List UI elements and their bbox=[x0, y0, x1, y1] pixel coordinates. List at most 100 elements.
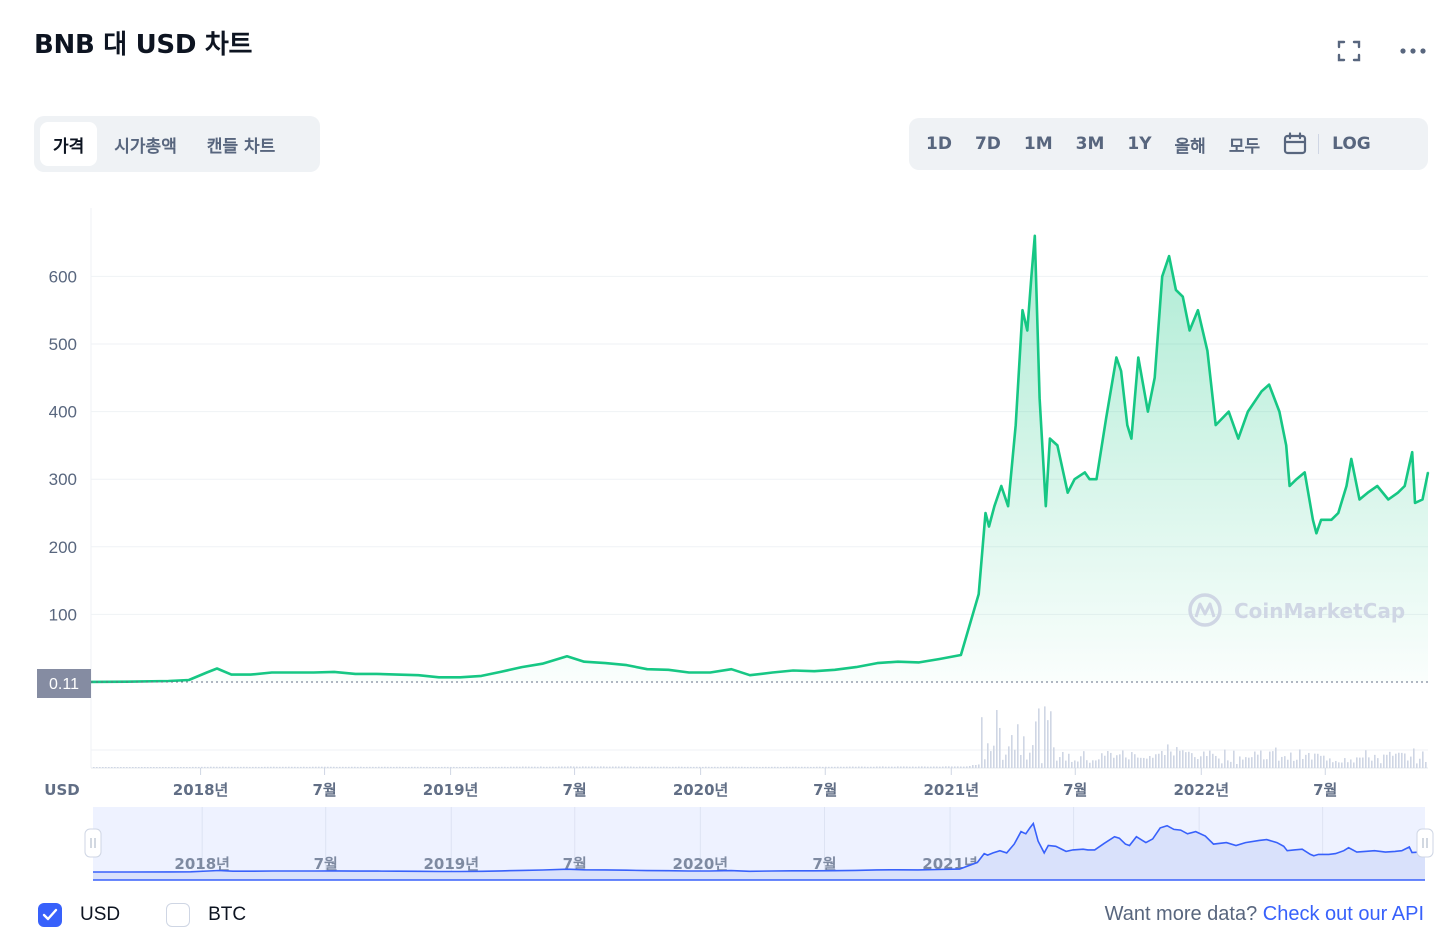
more-icon[interactable] bbox=[1398, 36, 1428, 66]
price-point bbox=[1049, 437, 1051, 440]
volume-bar bbox=[609, 766, 611, 768]
volume-bar bbox=[981, 717, 983, 768]
volume-bar bbox=[282, 766, 284, 768]
volume-bar bbox=[675, 766, 677, 768]
volume-bar bbox=[381, 766, 383, 768]
price-marker-label: 0.11 bbox=[49, 676, 79, 693]
price-point bbox=[1414, 502, 1416, 504]
volume-bar bbox=[915, 766, 917, 768]
volume-bar bbox=[1254, 751, 1256, 768]
range-7d[interactable]: 7D bbox=[974, 134, 1001, 154]
volume-bar bbox=[1113, 757, 1115, 768]
volume-bar bbox=[441, 766, 443, 768]
volume-bar bbox=[246, 766, 248, 768]
volume-bar bbox=[1404, 753, 1406, 768]
range-1m[interactable]: 1M bbox=[1023, 134, 1053, 154]
volume-bar bbox=[795, 766, 797, 768]
volume-bar bbox=[720, 766, 722, 768]
price-point bbox=[771, 671, 774, 674]
volume-bar bbox=[138, 766, 140, 768]
volume-bar bbox=[1098, 759, 1100, 768]
fullscreen-icon[interactable] bbox=[1334, 36, 1364, 66]
volume-bar bbox=[402, 766, 404, 768]
volume-bar bbox=[1128, 759, 1130, 768]
calendar-icon[interactable] bbox=[1280, 129, 1310, 159]
volume-bar bbox=[972, 765, 974, 768]
volume-bar bbox=[1299, 749, 1301, 768]
price-point bbox=[646, 668, 648, 670]
volume-bar bbox=[885, 766, 887, 768]
volume-bar bbox=[963, 766, 965, 768]
btc-checkbox[interactable] bbox=[166, 903, 191, 927]
check-icon bbox=[42, 908, 58, 921]
volume-bar bbox=[630, 766, 632, 768]
volume-bar bbox=[681, 766, 683, 768]
volume-bar bbox=[801, 766, 803, 768]
price-point bbox=[1066, 491, 1069, 494]
volume-bar bbox=[1308, 752, 1310, 768]
volume-bar bbox=[468, 766, 470, 768]
navigator-left-handle[interactable] bbox=[84, 828, 102, 858]
navigator-right-handle[interactable] bbox=[1416, 828, 1434, 858]
tab-candle-chart[interactable]: 캔들 차트 bbox=[206, 136, 276, 157]
volume-bar bbox=[1407, 760, 1409, 768]
volume-bar bbox=[153, 766, 155, 768]
api-link[interactable]: Check out our API bbox=[1262, 903, 1424, 925]
range-3m[interactable]: 3M bbox=[1075, 134, 1105, 154]
range-1d[interactable]: 1D bbox=[926, 134, 952, 154]
volume-bar bbox=[105, 766, 107, 768]
volume-bar bbox=[783, 766, 785, 768]
volume-bar bbox=[1317, 753, 1319, 768]
price-point bbox=[1358, 498, 1361, 501]
volume-bar bbox=[1131, 752, 1133, 768]
volume-bar bbox=[183, 766, 185, 768]
volume-bar bbox=[387, 766, 389, 768]
volume-bar bbox=[1218, 758, 1220, 768]
volume-bar bbox=[492, 766, 494, 768]
range-ytd[interactable]: 올해 bbox=[1174, 136, 1206, 157]
volume-bar bbox=[954, 766, 956, 768]
tab-market-cap[interactable]: 시가총액 bbox=[114, 136, 177, 157]
volume-bar bbox=[1203, 751, 1205, 768]
volume-bar bbox=[1167, 744, 1169, 768]
volume-bar bbox=[156, 766, 158, 768]
x-tick-label: 2021년 bbox=[924, 781, 980, 799]
volume-bar bbox=[267, 766, 269, 768]
price-point bbox=[1026, 329, 1029, 332]
time-range-selector: 1D 7D 1M 3M 1Y 올해 모두 LOG bbox=[909, 118, 1428, 170]
range-all[interactable]: 모두 bbox=[1228, 136, 1261, 157]
range-1y[interactable]: 1Y bbox=[1127, 134, 1152, 154]
price-point bbox=[1214, 424, 1217, 426]
volume-bar bbox=[846, 766, 848, 768]
volume-bar bbox=[1161, 750, 1163, 768]
price-point bbox=[1045, 505, 1047, 508]
api-promo-text: Want more data? bbox=[1104, 903, 1258, 925]
volume-bar bbox=[579, 766, 581, 768]
x-tick-label: 7월 bbox=[1063, 781, 1087, 799]
navigator-tick-label: 2020년 bbox=[673, 855, 729, 873]
price-point bbox=[249, 673, 252, 676]
volume-bar bbox=[564, 766, 566, 768]
volume-bar bbox=[1398, 752, 1400, 768]
volume-bar bbox=[525, 766, 527, 768]
volume-bar bbox=[507, 766, 509, 768]
volume-bar bbox=[669, 766, 671, 768]
usd-checkbox[interactable] bbox=[38, 903, 62, 927]
volume-bar bbox=[1251, 757, 1253, 768]
volume-bar bbox=[1125, 757, 1127, 768]
volume-bar bbox=[273, 766, 275, 768]
price-point bbox=[291, 671, 294, 674]
volume-bar bbox=[840, 766, 842, 768]
tab-price[interactable]: 가격 bbox=[40, 122, 98, 166]
volume-bar bbox=[1107, 751, 1109, 768]
log-scale-toggle[interactable]: LOG bbox=[1332, 134, 1371, 154]
volume-bar bbox=[288, 766, 290, 768]
volume-bar bbox=[597, 766, 599, 768]
y-tick-label: 200 bbox=[49, 538, 77, 557]
price-marker-badge bbox=[37, 669, 91, 698]
volume-bar bbox=[258, 766, 260, 768]
price-point bbox=[1115, 356, 1118, 359]
volume-bar bbox=[591, 766, 593, 768]
